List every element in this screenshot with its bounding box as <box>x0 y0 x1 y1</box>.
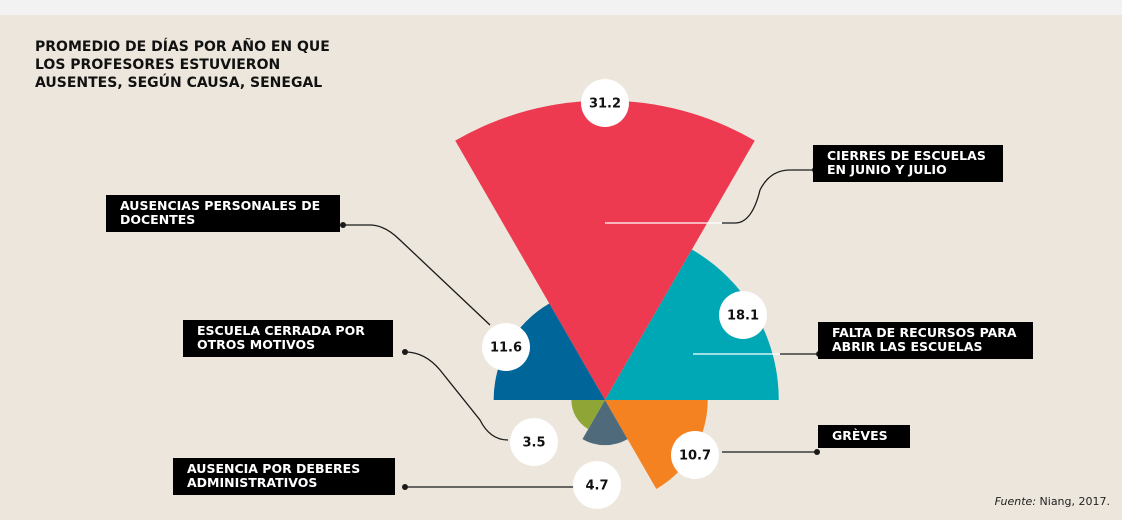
leader-dot <box>402 349 408 355</box>
sector <box>605 249 779 400</box>
source: Fuente: Niang, 2017. <box>995 495 1110 508</box>
leader-dot <box>814 449 820 455</box>
category-label: CIERRES DE ESCUELAS EN JUNIO Y JULIO <box>813 145 1003 182</box>
source-text: Niang, 2017. <box>1039 495 1110 508</box>
leader-line <box>722 169 815 224</box>
value-label: 31.2 <box>589 97 621 112</box>
value-bubble <box>482 323 530 371</box>
value-bubble <box>671 431 719 479</box>
category-label: ESCUELA CERRADA POR OTROS MOTIVOS <box>183 320 393 357</box>
value-bubble <box>573 461 621 509</box>
sector <box>571 400 605 430</box>
leader-dot <box>402 484 408 490</box>
category-label: GRÈVES <box>818 425 910 448</box>
chart-title: PROMEDIO DE DÍAS POR AÑO EN QUE LOS PROF… <box>35 39 330 91</box>
category-label: AUSENCIA POR DEBERES ADMINISTRATIVOS <box>173 458 395 495</box>
sector <box>582 400 628 446</box>
category-label: FALTA DE RECURSOS PARA ABRIR LAS ESCUELA… <box>818 322 1033 359</box>
value-label: 11.6 <box>490 341 522 356</box>
value-label: 3.5 <box>522 436 545 451</box>
value-label: 4.7 <box>585 479 608 494</box>
leader-dot <box>340 222 346 228</box>
category-label: AUSENCIAS PERSONALES DE DOCENTES <box>106 195 340 232</box>
value-label: 10.7 <box>679 449 711 464</box>
value-bubble <box>581 79 629 127</box>
sector <box>493 303 605 400</box>
leader-line <box>404 351 509 441</box>
value-label: 18.1 <box>727 309 759 324</box>
value-bubble <box>719 291 767 339</box>
leader-line <box>343 224 491 326</box>
source-label: Fuente: <box>994 495 1037 508</box>
sector <box>455 100 755 401</box>
value-bubble <box>510 418 558 466</box>
